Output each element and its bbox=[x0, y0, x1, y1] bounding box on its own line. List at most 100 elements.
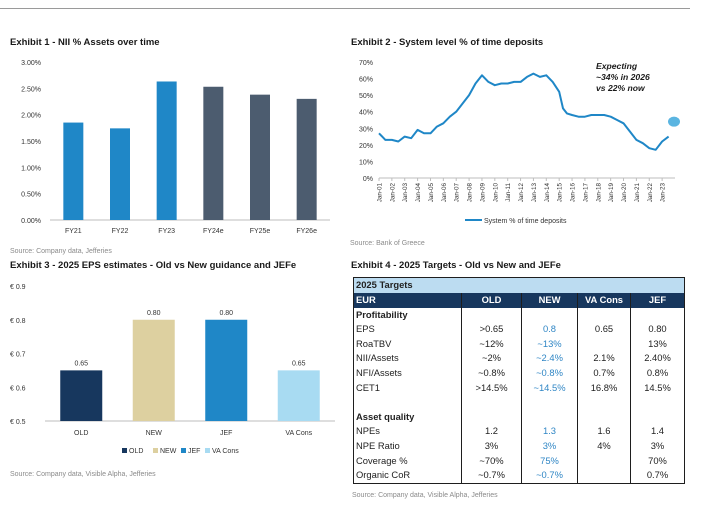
table-title-row: 2025 Targets bbox=[353, 277, 685, 293]
cell-old: ~0.7% bbox=[461, 468, 522, 484]
table-row: NPEs 1.2 1.3 1.6 1.4 bbox=[353, 424, 685, 439]
exhibit2-x-tick: Jan-01 bbox=[377, 183, 384, 203]
table-row: NII/Assets ~2% ~2.4% 2.1% 2.40% bbox=[353, 351, 685, 366]
section-label: Asset quality bbox=[353, 409, 462, 425]
row-label: NFI/Assets bbox=[353, 365, 462, 381]
empty-cell bbox=[521, 409, 578, 425]
row-label: CET1 bbox=[353, 380, 462, 396]
exhibit3-data-label: 0.80 bbox=[147, 310, 161, 317]
exhibit3-source: Source: Company data, Visible Alpha, Jef… bbox=[10, 471, 156, 478]
exhibit1-y-tick: 2.00% bbox=[21, 113, 41, 120]
empty-cell bbox=[521, 307, 578, 323]
empty-cell bbox=[577, 307, 631, 323]
targets-table: 2025 Targets EUR OLD NEW VA Cons JEF Profitabi… bbox=[353, 277, 685, 484]
cell-old: ~12% bbox=[461, 336, 522, 352]
cell-va-cons: 2.1% bbox=[577, 351, 631, 366]
exhibit3-y-tick: € 0.9 bbox=[10, 284, 26, 291]
column-header: OLD bbox=[461, 293, 522, 308]
exhibit1-bar bbox=[250, 94, 270, 220]
row-label: NII/Assets bbox=[353, 351, 462, 366]
cell-new: ~13% bbox=[521, 336, 578, 352]
exhibit2-y-tick: 60% bbox=[359, 77, 373, 84]
cell-va-cons bbox=[577, 453, 631, 469]
exhibit3-data-label: 0.65 bbox=[74, 360, 88, 367]
exhibit2-x-tick: Jan-23 bbox=[660, 183, 667, 203]
cell-jef: 70% bbox=[630, 453, 685, 469]
exhibit1-bar bbox=[296, 98, 317, 220]
cell-new: ~0.8% bbox=[521, 365, 578, 381]
cell-jef: 1.4 bbox=[630, 424, 685, 439]
exhibit1-bar bbox=[63, 122, 84, 220]
exhibit2-x-tick: Jan-17 bbox=[582, 183, 589, 203]
exhibit3-title: Exhibit 3 - 2025 EPS estimates - Old vs … bbox=[10, 260, 297, 271]
cell-old: 3% bbox=[461, 438, 522, 454]
row-label: Coverage % bbox=[353, 453, 462, 469]
row-label: RoaTBV bbox=[353, 336, 462, 352]
row-label: NPEs bbox=[353, 424, 462, 439]
empty-cell bbox=[461, 307, 522, 323]
exhibit4-source: Source: Company data, Visible Alpha, Jef… bbox=[352, 492, 498, 499]
exhibit2-projection-point bbox=[668, 116, 680, 127]
section-row: Asset quality bbox=[353, 409, 685, 425]
cell-jef: 0.7% bbox=[630, 468, 685, 484]
exhibit1-bar bbox=[110, 128, 130, 220]
cell-old: ~70% bbox=[461, 453, 522, 469]
top-divider bbox=[0, 8, 690, 9]
exhibit3-data-label: 0.65 bbox=[292, 360, 306, 367]
row-label: Organic CoR bbox=[353, 468, 462, 484]
exhibit3-y-tick: € 0.7 bbox=[10, 352, 26, 359]
exhibit3-legend-label: JEF bbox=[188, 448, 200, 455]
column-header: NEW bbox=[521, 293, 578, 308]
column-header: EUR bbox=[353, 293, 462, 308]
exhibit1-y-tick: 0.00% bbox=[21, 218, 41, 225]
table-row: Coverage % ~70% 75% 70% bbox=[353, 453, 685, 469]
exhibit2-x-tick: Jan-09 bbox=[479, 183, 486, 203]
cell-jef: 14.5% bbox=[630, 380, 685, 396]
table-row: Organic CoR ~0.7% ~0.7% 0.7% bbox=[353, 468, 685, 484]
cell-va-cons: 16.8% bbox=[577, 380, 631, 396]
exhibit2-x-tick: Jan-06 bbox=[441, 183, 448, 203]
empty-cell bbox=[630, 307, 685, 323]
exhibit2-x-tick: Jan-04 bbox=[415, 183, 422, 203]
cell-old: >0.65 bbox=[461, 322, 522, 337]
empty-cell bbox=[461, 409, 522, 425]
exhibit2-y-tick: 0% bbox=[363, 176, 373, 183]
section-label: Profitability bbox=[353, 307, 462, 323]
table-header-row: EUR OLD NEW VA Cons JEF bbox=[353, 293, 685, 308]
exhibit3-legend-label: OLD bbox=[129, 448, 143, 455]
exhibit3-x-tick: VA Cons bbox=[285, 430, 312, 437]
exhibit1-chart: 0.00% 0.50% 1.00% 1.50% 2.00% 2.50% 3.00% FY21 F… bbox=[21, 60, 330, 235]
exhibit2-x-tick: Jan-22 bbox=[647, 183, 654, 203]
exhibit2-y-tick: 30% bbox=[359, 126, 373, 133]
cell-jef: 3% bbox=[630, 438, 685, 454]
exhibit1-y-tick: 0.50% bbox=[21, 192, 41, 199]
exhibit1-x-tick: FY23 bbox=[158, 228, 175, 235]
empty-cell bbox=[630, 409, 685, 425]
row-label: NPE Ratio bbox=[353, 438, 462, 454]
exhibit1-bar bbox=[203, 86, 224, 221]
exhibit3-x-tick: NEW bbox=[146, 430, 163, 437]
cell-new: ~0.7% bbox=[521, 468, 578, 484]
exhibit2-y-tick: 50% bbox=[359, 93, 373, 100]
exhibit2-y-tick: 10% bbox=[359, 159, 373, 166]
row-label: EPS bbox=[353, 322, 462, 337]
table-row: EPS >0.65 0.8 0.65 0.80 bbox=[353, 322, 685, 337]
empty-cell bbox=[521, 395, 578, 410]
table-row: CET1 >14.5% ~14.5% 16.8% 14.5% bbox=[353, 380, 685, 396]
exhibit2-x-tick: Jan-05 bbox=[428, 183, 435, 203]
cell-jef: 0.8% bbox=[630, 365, 685, 381]
exhibit2-y-tick: 20% bbox=[359, 143, 373, 150]
cell-old: 1.2 bbox=[461, 424, 522, 439]
exhibit2-annotation: Expecting bbox=[596, 61, 638, 71]
exhibit2-x-tick: Jan-08 bbox=[467, 183, 474, 203]
exhibit2-series-line bbox=[378, 72, 670, 151]
exhibit2-x-tick: Jan-12 bbox=[518, 183, 525, 203]
exhibit2-x-tick: Jan-03 bbox=[402, 183, 409, 203]
exhibit2-legend-label: System % of time deposits bbox=[484, 218, 567, 225]
exhibit1-x-tick: FY21 bbox=[65, 228, 82, 235]
empty-cell bbox=[630, 395, 685, 410]
exhibit2-x-tick: Jan-02 bbox=[389, 183, 396, 203]
cell-va-cons: 1.6 bbox=[577, 424, 631, 439]
cell-new: 0.8 bbox=[521, 322, 578, 337]
exhibit3-bar bbox=[277, 370, 320, 421]
